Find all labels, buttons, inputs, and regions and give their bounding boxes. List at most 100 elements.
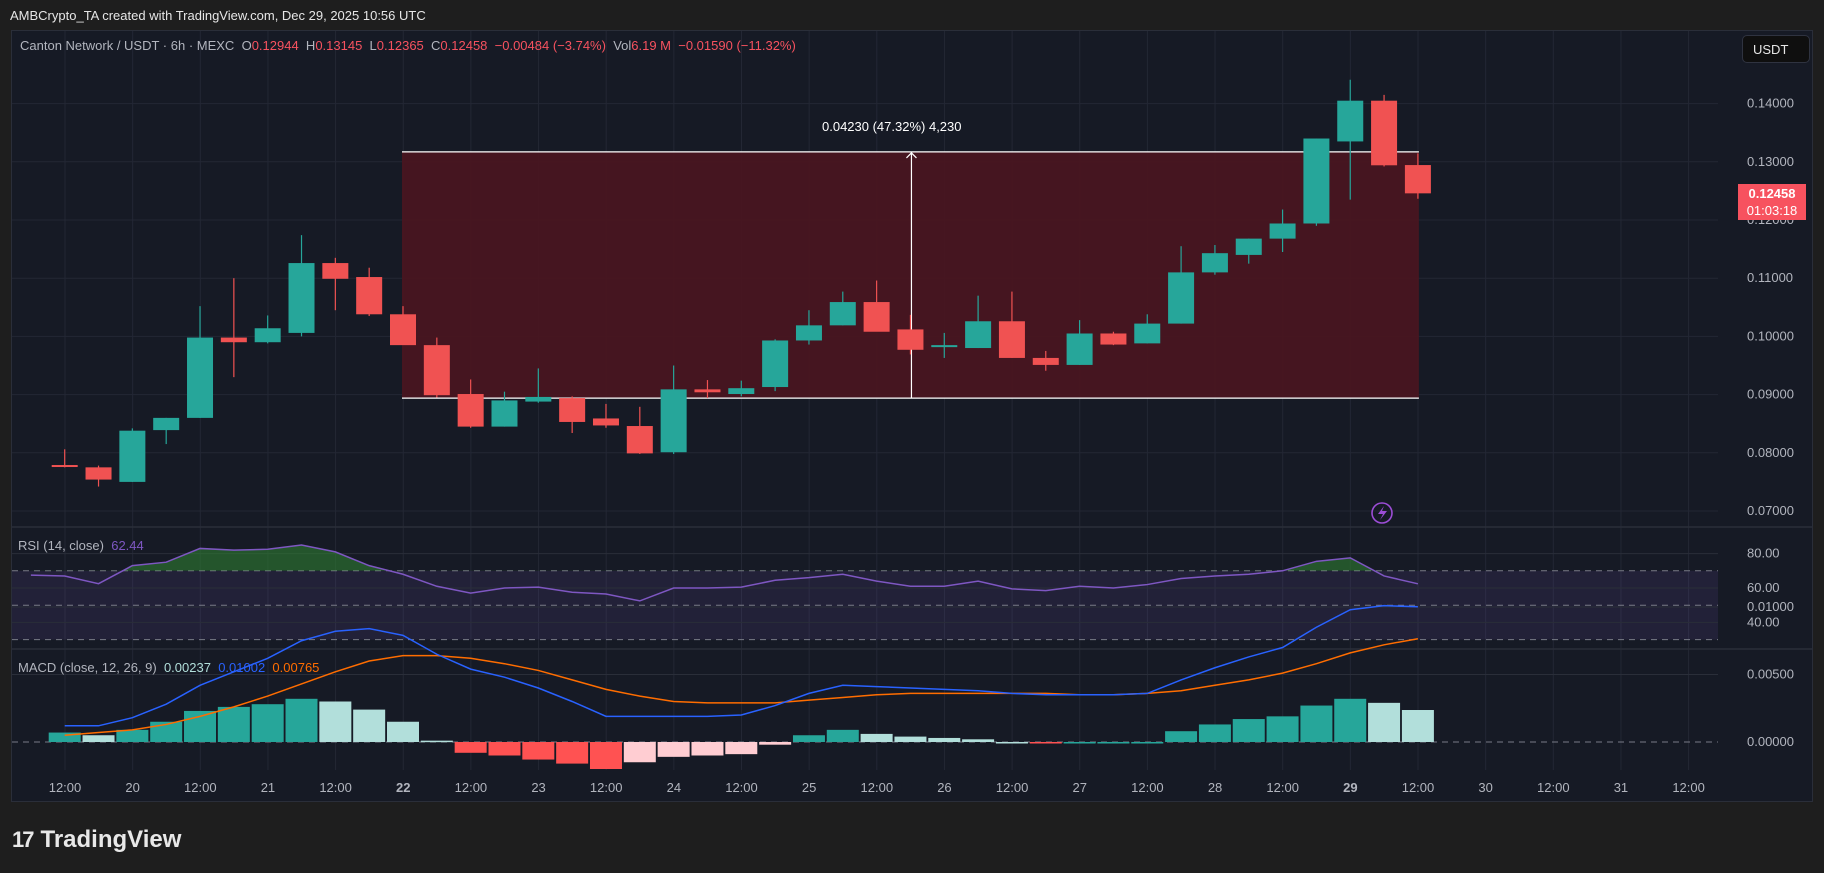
candle-body — [51, 465, 78, 468]
candle-body — [1337, 100, 1364, 142]
macd-axis-label: 0.00000 — [1747, 734, 1794, 749]
candle-body — [1032, 357, 1059, 365]
candle-body — [694, 389, 721, 393]
macd-histogram-bar — [657, 742, 690, 757]
time-axis-label: 12:00 — [1537, 780, 1570, 795]
candle-body — [559, 398, 586, 422]
candle-body — [1269, 223, 1296, 239]
time-axis-label: 22 — [396, 780, 410, 795]
currency-button[interactable]: USDT — [1742, 35, 1810, 63]
macd-line — [64, 604, 1418, 727]
candle-body — [220, 337, 247, 343]
macd-histogram-bar — [556, 742, 589, 764]
lightning-bolt-icon — [1378, 506, 1387, 520]
time-axis-label: 27 — [1073, 780, 1087, 795]
macd-histogram-bar — [1165, 731, 1198, 742]
time-axis-label: 12:00 — [184, 780, 217, 795]
macd-histogram-bar — [319, 701, 352, 742]
price-axis-label: 0.13000 — [1747, 154, 1794, 169]
tradingview-logo-icon: 17 — [12, 827, 35, 852]
macd-histogram-bar — [454, 742, 487, 753]
rsi-axis-label: 60.00 — [1747, 580, 1780, 595]
macd-histogram-bar — [1368, 702, 1401, 742]
macd-histogram-bar — [488, 742, 521, 756]
time-axis-label: 25 — [802, 780, 816, 795]
macd-histogram-bar — [217, 706, 250, 742]
close-value: 0.12458 — [440, 38, 488, 53]
macd-histogram-bar — [792, 735, 825, 742]
candle-body — [525, 396, 552, 402]
chart-credit: AMBCrypto_TA created with TradingView.co… — [10, 8, 426, 23]
candle-body — [423, 345, 450, 396]
macd-histogram-bar — [894, 736, 927, 742]
time-axis-label: 12:00 — [319, 780, 352, 795]
volume-change: −0.01590 (−11.32%) — [678, 38, 796, 53]
macd-histogram-bar — [1334, 698, 1367, 742]
candle-body — [119, 430, 146, 482]
candle-body — [457, 394, 484, 427]
volume-value: 6.19 M — [631, 38, 672, 53]
time-axis-label: 23 — [531, 780, 545, 795]
candle-body — [1100, 333, 1127, 345]
time-axis-label: 12:00 — [590, 780, 623, 795]
macd-title[interactable]: MACD (close, 12, 26, 9) — [18, 660, 157, 675]
macd-histogram-bar — [116, 729, 149, 742]
price-axis-label: 0.14000 — [1747, 96, 1794, 111]
candle-body — [965, 321, 992, 349]
bar-countdown: 01:03:18 — [1746, 203, 1798, 218]
time-axis-label: 20 — [125, 780, 139, 795]
macd-histogram-bar — [251, 704, 284, 742]
rsi-axis-label: 80.00 — [1747, 546, 1780, 561]
candle-body — [1134, 323, 1161, 344]
macd-signal-value: 0.00765 — [272, 660, 320, 675]
price-range-label: 0.04230 (47.32%) 4,230 — [822, 119, 962, 134]
candle-body — [153, 417, 180, 431]
macd-histogram-bar — [1029, 742, 1062, 744]
time-axis-label: 21 — [261, 780, 275, 795]
candle-body — [626, 426, 653, 454]
candle-body — [829, 302, 856, 326]
macd-histogram-bar — [1063, 742, 1096, 744]
symbol-legend: Canton Network / USDT · 6h · MEXC O0.129… — [20, 38, 796, 53]
macd-legend: MACD (close, 12, 26, 9) 0.00237 0.01002 … — [18, 660, 319, 675]
macd-histogram-bar — [387, 721, 419, 742]
rsi-axis-label: 40.00 — [1747, 614, 1780, 629]
candle-body — [863, 302, 890, 332]
macd-histogram-bar — [725, 742, 758, 755]
last-price-value: 0.12458 — [1748, 186, 1796, 201]
macd-histogram-bar — [353, 709, 386, 742]
candle-body — [592, 418, 619, 426]
time-axis-label: 12:00 — [1131, 780, 1164, 795]
macd-histogram-bar — [1266, 716, 1299, 742]
macd-histogram-bar — [928, 737, 961, 742]
macd-histogram-bar — [1300, 705, 1333, 742]
chart-frame[interactable] — [11, 30, 1813, 802]
candle-body — [998, 321, 1025, 358]
rsi-title[interactable]: RSI (14, close) — [18, 538, 104, 553]
macd-hist-value: 0.00237 — [163, 660, 211, 675]
macd-histogram-bar — [589, 742, 622, 769]
time-axis-label: 12:00 — [861, 780, 894, 795]
price-axis-label: 0.10000 — [1747, 328, 1794, 343]
rsi-overbought-fill — [30, 545, 1418, 571]
price-range-box — [402, 151, 1419, 399]
rsi-line — [30, 544, 1419, 602]
candle-body — [1371, 100, 1398, 166]
candle-body — [356, 277, 383, 315]
macd-histogram-bar — [82, 735, 115, 742]
macd-histogram-bar — [826, 729, 859, 742]
macd-histogram-bar — [759, 742, 792, 745]
rsi-legend: RSI (14, close) 62.44 — [18, 538, 144, 553]
candle-body — [390, 314, 416, 346]
symbol-title[interactable]: Canton Network / USDT · 6h · MEXC — [20, 38, 235, 53]
open-value: 0.12944 — [251, 38, 299, 53]
time-axis-label: 12:00 — [1402, 780, 1435, 795]
candle-body — [795, 325, 822, 341]
time-axis-label: 12:00 — [455, 780, 488, 795]
low-value: 0.12365 — [376, 38, 424, 53]
macd-histogram-bar — [1401, 710, 1434, 742]
time-axis-label: 12:00 — [725, 780, 758, 795]
tradingview-logo[interactable]: 17 TradingView — [12, 826, 181, 854]
time-axis-label: 29 — [1343, 780, 1357, 795]
